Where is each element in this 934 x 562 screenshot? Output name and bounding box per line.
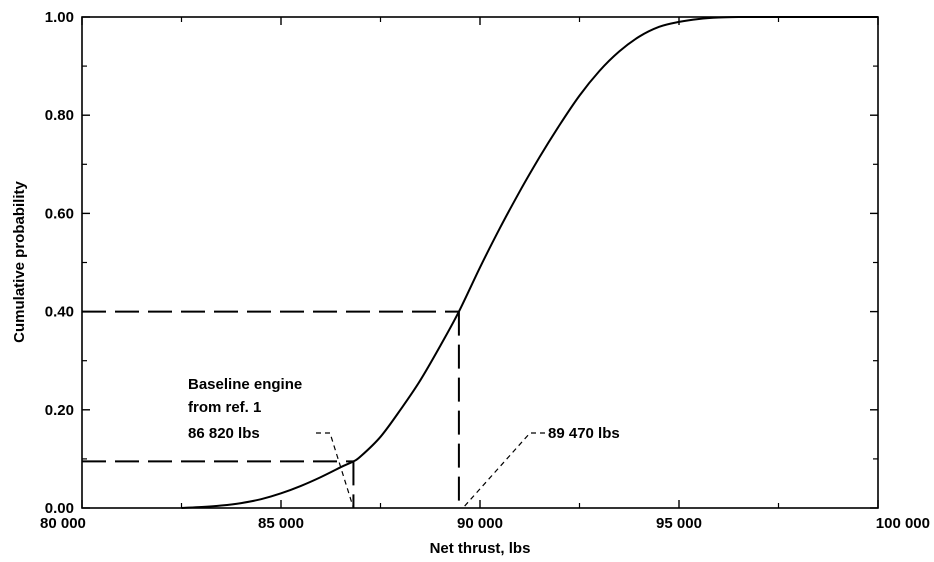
baseline-annotation-line2: from ref. 1 bbox=[188, 399, 261, 416]
cdf-curve bbox=[181, 15, 878, 509]
tick-labels: 80 000 85 000 90 000 95 000 100 000 0.00 0.20 0… bbox=[40, 9, 930, 532]
y-tick-label: 0.60 bbox=[45, 205, 74, 222]
x-tick-label: 95 000 bbox=[656, 515, 702, 532]
baseline-annotation-line1: Baseline engine bbox=[188, 376, 302, 393]
design-leader-line bbox=[462, 432, 545, 509]
y-tick-label: 0.80 bbox=[45, 107, 74, 124]
reference-lines bbox=[82, 310, 460, 508]
baseline-annotation-line3: 86 820 lbs bbox=[188, 425, 260, 442]
y-tick-label: 1.00 bbox=[45, 9, 74, 26]
annotation-leaders bbox=[316, 432, 545, 509]
y-tick-label: 0.40 bbox=[45, 304, 74, 321]
x-tick-label: 85 000 bbox=[258, 515, 304, 532]
x-tick-label: 80 000 bbox=[40, 515, 86, 532]
x-tick-label: 90 000 bbox=[457, 515, 503, 532]
x-axis-label: Net thrust, lbs bbox=[430, 540, 531, 557]
y-tick-label: 0.00 bbox=[45, 500, 74, 517]
x-tick-label: 100 000 bbox=[876, 515, 930, 532]
baseline-leader-line bbox=[316, 432, 355, 509]
y-axis-label: Cumulative probability bbox=[11, 181, 28, 343]
y-tick-label: 0.20 bbox=[45, 402, 74, 419]
design-annotation: 89 470 lbs bbox=[548, 425, 620, 442]
